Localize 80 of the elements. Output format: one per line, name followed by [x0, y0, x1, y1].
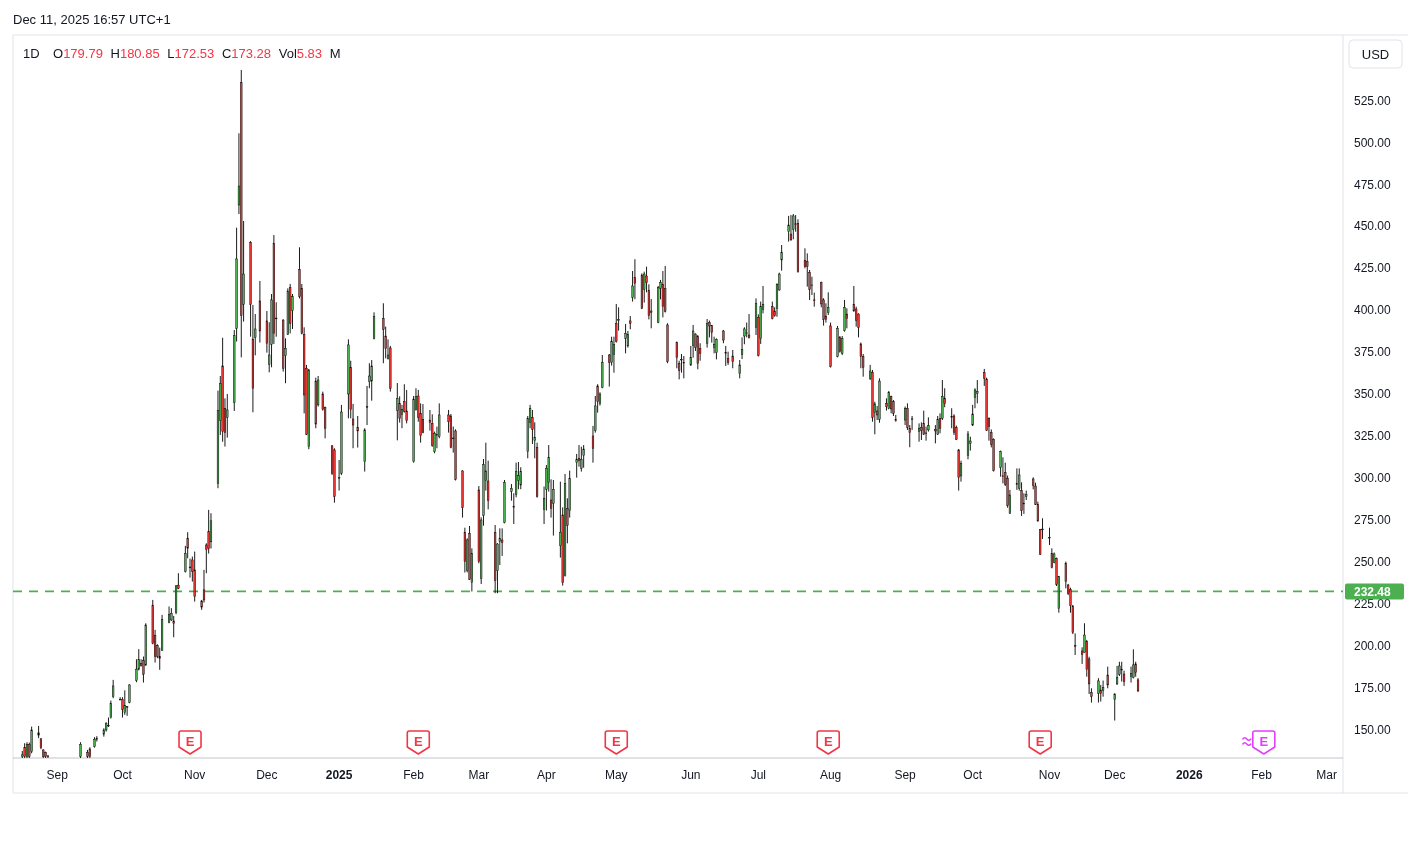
candlestick [1115, 665, 1119, 686]
candlestick [372, 311, 376, 340]
candlestick [123, 689, 126, 716]
x-tick-label: Mar [468, 768, 490, 782]
y-tick-label: 150.00 [1354, 723, 1392, 738]
y-tick-label: 225.00 [1354, 597, 1392, 612]
candlestick [682, 355, 685, 379]
x-tick-label: May [604, 768, 628, 782]
candlestick [552, 479, 555, 537]
annotation: E [185, 734, 195, 749]
y-tick-label: 400.00 [1354, 303, 1392, 318]
y-tick-label: 350.00 [1354, 387, 1392, 402]
candlestick [1106, 666, 1109, 689]
x-tick-label: Mar [1316, 768, 1338, 782]
annotation: E [1259, 734, 1269, 749]
candlestick [633, 258, 636, 300]
candlestick [580, 446, 583, 473]
y-tick-label: 450.00 [1354, 219, 1392, 234]
candlestick [582, 444, 585, 469]
y-tick-label: 300.00 [1354, 471, 1392, 486]
y-tick-label: 250.00 [1354, 555, 1392, 570]
candlestick [1048, 527, 1051, 546]
x-tick-label: Oct [113, 768, 133, 782]
y-axis-title: USD [1361, 47, 1390, 62]
x-tick-label: Dec [256, 768, 278, 782]
y-tick-label: 525.00 [1354, 93, 1392, 108]
candlestick [738, 359, 741, 379]
x-tick-label: Sep [894, 768, 917, 782]
annotation: E [823, 734, 833, 749]
candlestick [1102, 680, 1105, 698]
x-tick-label: Oct [963, 768, 983, 782]
y-tick-label: 475.00 [1354, 177, 1392, 192]
y-tick-label: 175.00 [1354, 681, 1392, 696]
y-tick-label: 425.00 [1354, 261, 1392, 276]
x-tick-label: Nov [1038, 768, 1061, 782]
y-tick-label: 500.00 [1354, 135, 1392, 150]
y-tick-label: 200.00 [1354, 639, 1392, 654]
candlestick [1015, 467, 1018, 491]
annotation: E [611, 734, 621, 749]
candlestick [664, 265, 667, 313]
candlestick [112, 679, 115, 699]
candlestick [1129, 666, 1133, 684]
x-tick-label: Feb [403, 768, 425, 782]
x-tick-label: Apr [537, 768, 556, 782]
x-tick-label: Nov [184, 768, 206, 782]
candlestick [789, 214, 793, 242]
candlestick [675, 341, 678, 369]
annotation: E [1035, 734, 1045, 749]
candlestick [780, 244, 783, 272]
candlestick [843, 299, 846, 333]
candlestick [30, 726, 33, 754]
x-tick-label: 2026 [1175, 768, 1203, 782]
x-tick-label: 2025 [325, 768, 353, 782]
candlestick [172, 615, 175, 638]
candlestick [715, 337, 718, 360]
annotation: E [413, 734, 423, 749]
x-tick-label: Aug [819, 768, 842, 782]
candlestick [356, 415, 359, 449]
candlestick [724, 345, 727, 367]
y-tick-label: 325.00 [1354, 429, 1392, 444]
text: Dec 11, 2025 16:57 UTC+1 [13, 12, 171, 27]
y-tick-label: 275.00 [1354, 513, 1392, 528]
text: 1D [23, 46, 40, 61]
candlestick [396, 382, 399, 441]
x-tick-label: Sep [46, 768, 69, 782]
y-tick-label: 375.00 [1354, 345, 1392, 360]
candlestick [747, 313, 751, 339]
x-tick-label: Feb [1251, 768, 1273, 782]
candlestick [1113, 692, 1116, 721]
candlestick [976, 379, 979, 404]
candlestick [731, 349, 734, 369]
x-tick-label: Dec [1104, 768, 1126, 782]
text: O179.79 H180.85 L172.53 C173.28 Vol5.83 M [53, 46, 341, 61]
candlestick [370, 359, 373, 402]
candlestick [382, 302, 385, 364]
candlestick [1074, 632, 1077, 656]
ref-line-label: 232.48 [1354, 584, 1392, 599]
x-tick-label: Jul [750, 768, 767, 782]
candlestick [787, 215, 790, 243]
x-tick-label: Jun [681, 768, 701, 782]
